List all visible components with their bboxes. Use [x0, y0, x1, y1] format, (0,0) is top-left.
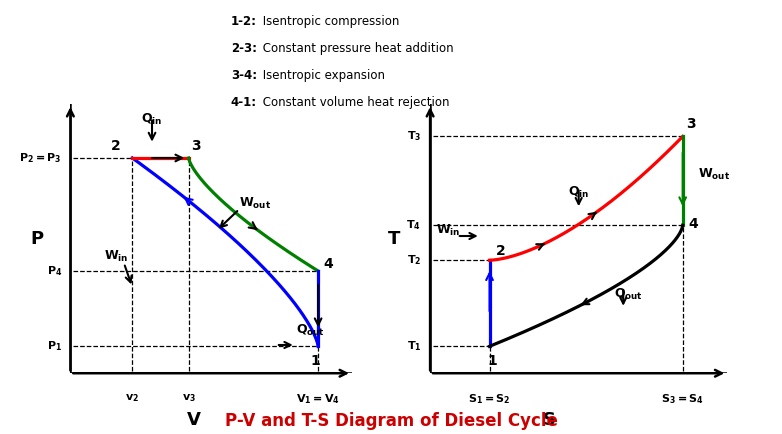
- Text: $\mathbf{S_3 = S_4}$: $\mathbf{S_3 = S_4}$: [662, 392, 704, 406]
- Text: 2-3:: 2-3:: [231, 42, 256, 55]
- Text: P: P: [30, 230, 43, 248]
- Text: $\mathbf{v_3}$: $\mathbf{v_3}$: [181, 392, 196, 404]
- Text: 3: 3: [686, 117, 695, 132]
- Text: $\mathbf{S_1 = S_2}$: $\mathbf{S_1 = S_2}$: [468, 392, 511, 406]
- Text: $\mathbf{W_{out}}$: $\mathbf{W_{out}}$: [698, 167, 730, 182]
- Text: $\mathbf{P_4}$: $\mathbf{P_4}$: [47, 264, 62, 278]
- Text: $\mathbf{Q_{in}}$: $\mathbf{Q_{in}}$: [568, 185, 590, 200]
- Text: $\mathbf{S}$: $\mathbf{S}$: [542, 411, 556, 429]
- Text: $\mathbf{P_2 = P_3}$: $\mathbf{P_2 = P_3}$: [20, 151, 62, 165]
- Text: $\mathbf{T_1}$: $\mathbf{T_1}$: [407, 339, 421, 353]
- Text: P-V and T-S Diagram of Diesel Cycle: P-V and T-S Diagram of Diesel Cycle: [224, 412, 558, 430]
- Text: $\mathbf{V_1 = V_4}$: $\mathbf{V_1 = V_4}$: [296, 392, 340, 406]
- Text: $\mathbf{Q_{in}}$: $\mathbf{Q_{in}}$: [142, 112, 163, 127]
- Text: $\mathbf{P_1}$: $\mathbf{P_1}$: [47, 339, 62, 353]
- Text: Constant volume heat rejection: Constant volume heat rejection: [259, 96, 450, 109]
- Text: 3: 3: [192, 139, 201, 153]
- Text: $\mathbf{W_{in}}$: $\mathbf{W_{in}}$: [436, 223, 461, 238]
- Text: $\mathbf{v_2}$: $\mathbf{v_2}$: [125, 392, 139, 404]
- Text: T: T: [388, 230, 400, 248]
- Text: $\mathbf{T_3}$: $\mathbf{T_3}$: [407, 130, 421, 143]
- Text: 4: 4: [689, 217, 698, 231]
- Text: 1-2:: 1-2:: [231, 15, 256, 28]
- Text: Isentropic expansion: Isentropic expansion: [259, 69, 385, 82]
- Text: 3-4:: 3-4:: [231, 69, 256, 82]
- Text: 1: 1: [310, 354, 320, 368]
- Text: $\mathbf{T_2}$: $\mathbf{T_2}$: [407, 253, 421, 267]
- Text: $\mathbf{Q_{out}}$: $\mathbf{Q_{out}}$: [615, 287, 644, 302]
- Text: 4-1:: 4-1:: [231, 96, 256, 109]
- Text: Isentropic compression: Isentropic compression: [259, 15, 400, 28]
- Text: 2: 2: [111, 139, 121, 153]
- Text: Constant pressure heat addition: Constant pressure heat addition: [259, 42, 454, 55]
- Text: 2: 2: [496, 244, 505, 258]
- Text: 1: 1: [488, 354, 497, 368]
- Text: 4: 4: [324, 257, 333, 271]
- Text: $\mathbf{W_{out}}$: $\mathbf{W_{out}}$: [239, 195, 271, 210]
- Text: $\mathbf{W_{in}}$: $\mathbf{W_{in}}$: [104, 249, 129, 264]
- Text: $\mathbf{Q_{out}}$: $\mathbf{Q_{out}}$: [296, 323, 325, 338]
- Text: $\mathbf{T_4}$: $\mathbf{T_4}$: [407, 218, 421, 232]
- Text: $\mathbf{V}$: $\mathbf{V}$: [186, 411, 203, 429]
